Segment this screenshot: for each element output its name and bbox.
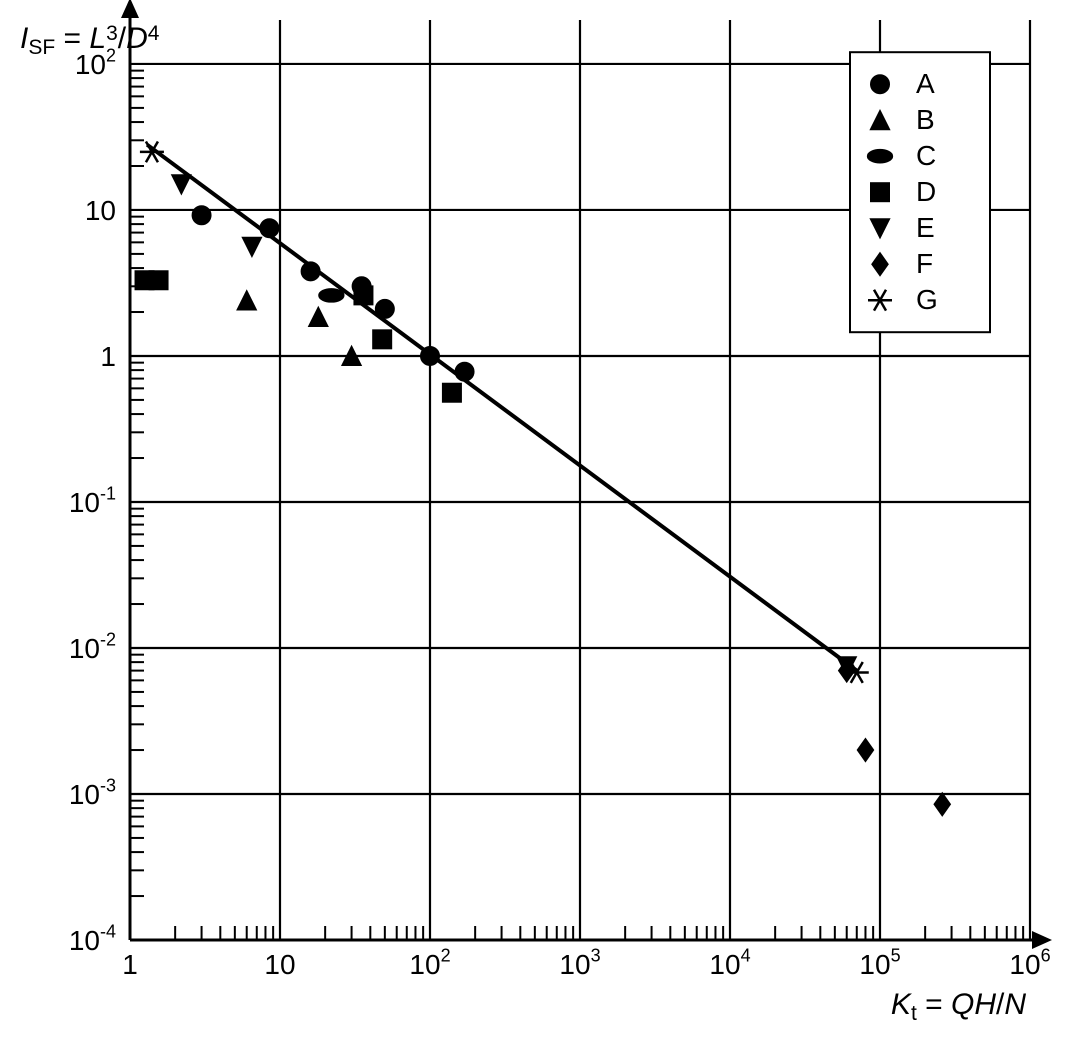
- svg-text:10: 10: [264, 949, 295, 980]
- svg-text:1: 1: [122, 949, 138, 980]
- legend-entry-A: A: [916, 68, 935, 99]
- legend-entry-G: G: [916, 284, 938, 315]
- legend-entry-E: E: [916, 212, 935, 243]
- svg-text:10: 10: [85, 195, 116, 226]
- legend-entry-C: C: [916, 140, 936, 171]
- legend: ABCDEFG: [850, 52, 990, 332]
- scatter-chart: 11010210310410510610-410-310-210-1110102…: [0, 0, 1080, 1046]
- svg-text:1: 1: [100, 341, 116, 372]
- legend-entry-D: D: [916, 176, 936, 207]
- chart-container: 11010210310410510610-410-310-210-1110102…: [0, 0, 1080, 1046]
- legend-entry-B: B: [916, 104, 935, 135]
- legend-entry-F: F: [916, 248, 933, 279]
- series-C: [319, 289, 343, 302]
